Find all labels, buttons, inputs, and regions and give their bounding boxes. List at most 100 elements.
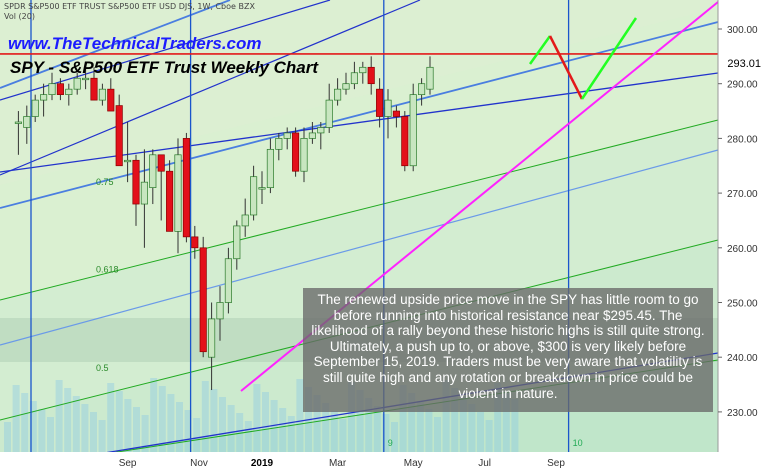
x-tick-label: 2019	[251, 458, 274, 469]
y-tick-label: 230.00	[727, 408, 758, 419]
fib-level-label: 0.5	[96, 363, 109, 373]
volume-bar	[115, 391, 123, 452]
volume-bar	[434, 417, 441, 452]
volume-bar	[313, 395, 321, 452]
volume-bar	[511, 399, 519, 452]
cycle-line-label: 10	[573, 438, 583, 448]
volume-bar	[287, 416, 295, 452]
volume-bar	[236, 413, 244, 452]
x-axis-panel	[0, 452, 768, 473]
channel-line	[0, 0, 421, 176]
volume-bar	[90, 412, 97, 452]
candle-up	[14, 121, 22, 124]
volume-bar	[201, 381, 209, 452]
volume-bar	[29, 401, 37, 452]
volume-bar	[270, 400, 278, 452]
candle-up	[149, 154, 157, 188]
volume-bar	[150, 378, 158, 452]
volume-bar	[468, 404, 476, 452]
projection-up-short	[528, 35, 552, 65]
volume-bar	[210, 389, 218, 452]
analysis-note: The renewed upside price move in the SPY…	[303, 288, 713, 412]
candle-down	[166, 170, 174, 232]
volume-bar	[330, 411, 338, 452]
cycle-line-label: 9	[388, 438, 393, 448]
candle-down	[191, 236, 199, 249]
candle-down	[376, 88, 384, 117]
volume-bar	[296, 379, 304, 452]
candle-up	[283, 132, 291, 139]
candle-up	[233, 225, 241, 260]
candle-up	[325, 99, 333, 128]
candle-up	[308, 132, 316, 139]
volume-bar	[459, 396, 467, 452]
volume-bar	[184, 410, 192, 452]
x-tick-label: May	[404, 458, 423, 469]
volume-bar	[399, 385, 407, 452]
y-axis-panel	[718, 0, 768, 473]
volume-bar	[416, 401, 424, 452]
candle-up	[98, 88, 106, 101]
candle-up	[409, 94, 417, 167]
candle-up	[418, 83, 426, 95]
x-tick-label: Nov	[190, 458, 208, 469]
candle-down	[182, 138, 190, 238]
channel-line	[0, 21, 719, 209]
volume-label: Vol (20)	[4, 12, 35, 21]
candle-down	[90, 77, 98, 101]
channel-line	[0, 149, 719, 346]
candle-up	[342, 83, 350, 90]
volume-bar	[176, 402, 183, 452]
x-tick-label: Sep	[547, 458, 565, 469]
candle-down	[401, 116, 409, 167]
volume-bar	[425, 409, 433, 452]
candle-down	[199, 247, 207, 353]
channel-line	[0, 0, 331, 101]
volume-bar	[219, 397, 226, 452]
volume-bar	[64, 388, 72, 452]
volume-bar	[167, 394, 175, 452]
candle-up	[40, 94, 48, 101]
volume-bar	[193, 418, 201, 452]
volume-bar	[98, 420, 106, 452]
fib-level-label: 0.618	[96, 264, 119, 274]
projection-up-long	[580, 17, 638, 100]
volume-bar	[348, 382, 355, 452]
volume-bar	[442, 380, 450, 452]
candle-up	[65, 88, 73, 95]
volume-bar	[72, 396, 80, 452]
chart-title: SPY - S&P500 ETF Trust Weekly Chart	[10, 58, 319, 77]
volume-bar	[124, 399, 132, 452]
y-tick-label: 250.00	[727, 299, 758, 310]
candle-up	[350, 72, 358, 85]
candle-up	[224, 258, 232, 303]
projection-down	[548, 35, 584, 100]
volume-bar	[408, 393, 416, 452]
candle-up	[174, 154, 182, 232]
candle-up	[31, 99, 39, 117]
candle-up	[258, 187, 266, 190]
candle-down	[292, 132, 300, 172]
candle-up	[300, 138, 308, 172]
candle-up	[359, 66, 367, 74]
volume-bar	[141, 415, 149, 452]
symbol-line: SPDR S&P500 ETF TRUST S&P500 ETF USD DJS…	[4, 2, 255, 11]
y-tick-label: 280.00	[727, 134, 758, 145]
candle-down	[115, 105, 123, 167]
y-tick-label: 300.00	[727, 25, 758, 36]
y-tick-label: 240.00	[727, 353, 758, 364]
volume-bar	[494, 383, 502, 452]
candle-up	[23, 116, 31, 128]
volume-bar	[339, 419, 347, 452]
fib-level-label: 0.75	[96, 177, 114, 187]
channel-band-upper	[0, 120, 718, 420]
fib-channel-line	[0, 119, 719, 301]
volume-bar	[4, 422, 11, 452]
volume-bar	[38, 409, 46, 452]
volume-bar	[227, 405, 235, 452]
candle-up	[250, 176, 258, 216]
candle-down	[157, 154, 165, 172]
candle-up	[426, 66, 434, 90]
chart-header: SPDR S&P500 ETF TRUST S&P500 ETF USD DJS…	[4, 2, 255, 22]
